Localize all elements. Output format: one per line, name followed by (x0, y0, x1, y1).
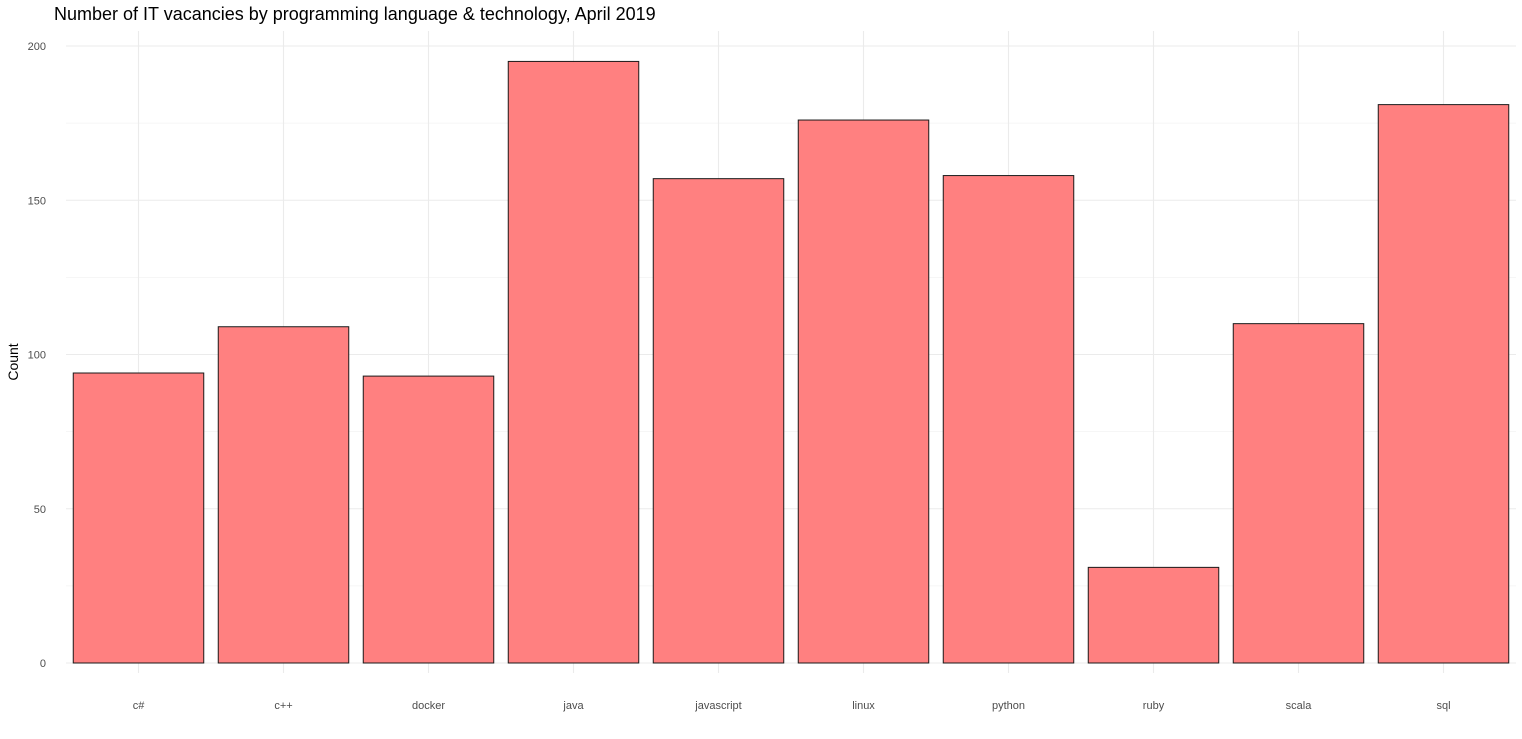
x-tick-label: java (562, 700, 584, 712)
bar-docker (362, 375, 495, 664)
bar-sql (1377, 104, 1510, 664)
x-tick-label: scala (1286, 700, 1313, 712)
bar-java (507, 60, 640, 664)
y-tick-label: 50 (34, 504, 46, 516)
x-tick-label: python (992, 700, 1025, 712)
bar-python (942, 175, 1075, 664)
x-tick-label: linux (852, 700, 875, 712)
x-tick-label: docker (412, 700, 445, 712)
y-tick-label: 100 (28, 350, 46, 362)
bar-c++ (217, 326, 350, 664)
bar-linux (797, 119, 930, 664)
bar-javascript (652, 178, 785, 664)
x-tick-label: c++ (274, 700, 292, 712)
chart-title: Number of IT vacancies by programming la… (54, 4, 656, 24)
x-tick-label: ruby (1143, 700, 1165, 712)
bar-c# (72, 372, 205, 664)
bars (72, 60, 1510, 664)
bar-ruby (1087, 566, 1220, 664)
x-tick-label: sql (1436, 700, 1450, 712)
y-tick-label: 0 (40, 658, 46, 670)
x-axis-ticks: c# c++ docker java javascript linux python ruby… (133, 700, 1451, 712)
x-tick-label: javascript (694, 700, 741, 712)
x-tick-label: c# (133, 700, 146, 712)
bar-scala (1232, 323, 1365, 664)
y-axis-ticks: 0 50 100 150 200 (28, 41, 46, 670)
y-tick-label: 150 (28, 195, 46, 207)
y-axis-title: Count (5, 343, 21, 380)
y-tick-label: 200 (28, 41, 46, 53)
